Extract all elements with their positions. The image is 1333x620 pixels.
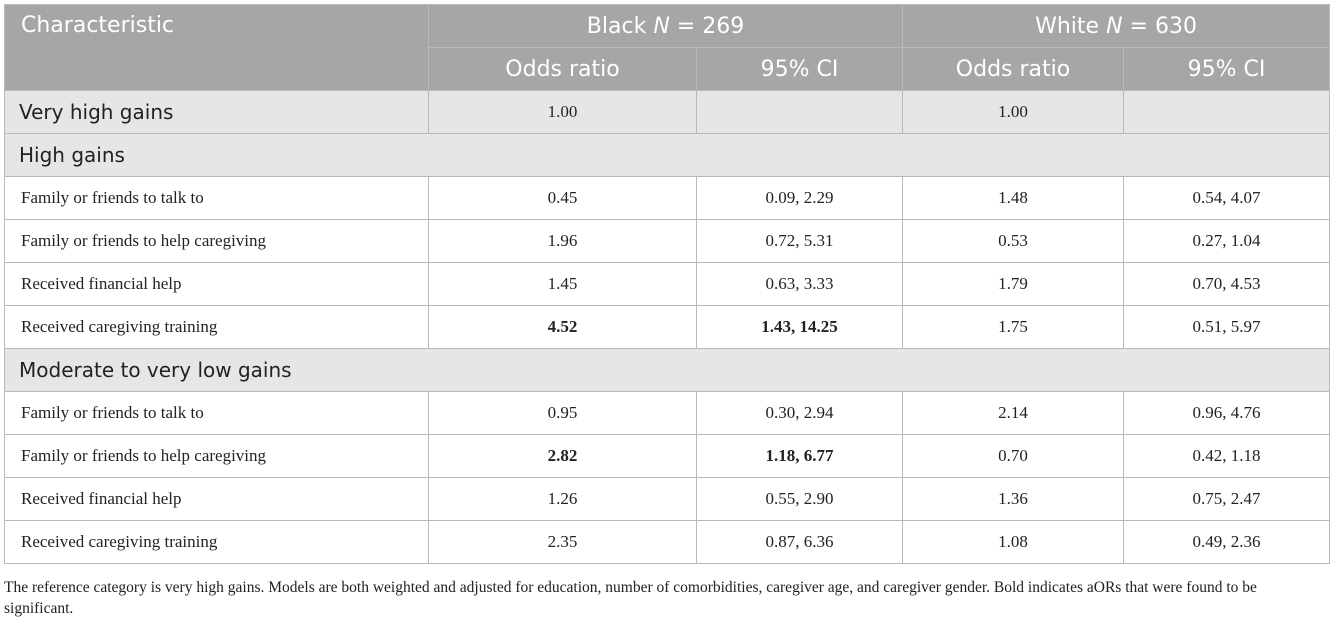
white-or-cell: 1.48 [902, 176, 1125, 220]
white-n-value: = 630 [1129, 13, 1197, 39]
characteristic-header: Characteristic [4, 4, 429, 91]
table-row: Received financial help 1.45 0.63, 3.33 … [4, 262, 1331, 306]
table-row: Family or friends to help caregiving 1.9… [4, 219, 1331, 263]
black-or-cell: 0.45 [428, 176, 697, 220]
black-ci-cell: 0.55, 2.90 [695, 477, 904, 521]
white-or-cell: 1.36 [902, 477, 1125, 521]
white-or-cell: 1.08 [902, 520, 1125, 564]
black-ci-cell: 0.09, 2.29 [695, 176, 904, 220]
white-or-cell: 1.79 [902, 262, 1125, 306]
table-body: Very high gains 1.00 1.00 High gains Fam… [3, 90, 1331, 564]
reference-white-ci [1123, 90, 1331, 134]
white-or-cell: 1.75 [902, 305, 1125, 349]
white-group-name: White [1035, 13, 1100, 39]
black-or-cell: 1.45 [428, 262, 697, 306]
reference-row: Very high gains 1.00 1.00 [4, 90, 1331, 134]
white-ci-cell: 0.51, 5.97 [1123, 305, 1331, 349]
section-header-moderate-gains: Moderate to very low gains [3, 348, 1331, 392]
odds-ratio-table: Characteristic Black N = 269 White N = 6… [3, 4, 1331, 564]
white-or-cell: 0.70 [902, 434, 1125, 478]
black-or-cell: 2.35 [428, 520, 697, 564]
row-label: Family or friends to help caregiving [4, 434, 429, 478]
reference-white-or: 1.00 [902, 90, 1125, 134]
table-row: Received caregiving training 4.52 1.43, … [4, 305, 1331, 349]
white-ci-cell: 0.49, 2.36 [1123, 520, 1331, 564]
black-group-name: Black [586, 13, 647, 39]
table-row: Received caregiving training 2.35 0.87, … [4, 520, 1331, 564]
reference-black-or: 1.00 [428, 90, 697, 134]
table-row: Received financial help 1.26 0.55, 2.90 … [4, 477, 1331, 521]
white-or-cell: 2.14 [902, 391, 1125, 435]
row-label: Received financial help [4, 262, 429, 306]
table-row: Family or friends to talk to 0.95 0.30, … [4, 391, 1331, 435]
reference-label: Very high gains [4, 90, 429, 134]
white-or-cell: 0.53 [902, 219, 1125, 263]
section-header-high-gains: High gains [3, 133, 1331, 177]
white-ci-cell: 0.54, 4.07 [1123, 176, 1331, 220]
black-group-header: Black N = 269 [427, 4, 904, 48]
black-or-cell-significant: 4.52 [428, 305, 697, 349]
black-ci-cell-significant: 1.43, 14.25 [695, 305, 904, 349]
table-row: Family or friends to help caregiving 2.8… [4, 434, 1331, 478]
white-group-header: White N = 630 [902, 4, 1331, 48]
results-table-container: Characteristic Black N = 269 White N = 6… [3, 4, 1331, 564]
white-ci-cell: 0.75, 2.47 [1123, 477, 1331, 521]
row-label: Received financial help [4, 477, 429, 521]
black-or-cell: 1.26 [428, 477, 697, 521]
row-label: Family or friends to talk to [4, 176, 429, 220]
row-label: Family or friends to talk to [4, 391, 429, 435]
white-ci-header: 95% CI [1123, 47, 1331, 91]
black-ci-cell: 0.63, 3.33 [695, 262, 904, 306]
white-n-label: N [1106, 13, 1123, 39]
black-ci-cell: 0.87, 6.36 [695, 520, 904, 564]
white-ci-cell: 0.70, 4.53 [1123, 262, 1331, 306]
row-label: Family or friends to help caregiving [4, 219, 429, 263]
section-title: Moderate to very low gains [3, 348, 1331, 392]
row-label: Received caregiving training [4, 305, 429, 349]
black-n-value: = 269 [676, 13, 745, 39]
table-footnote: The reference category is very high gain… [4, 579, 1257, 617]
white-ci-cell: 0.27, 1.04 [1123, 219, 1331, 263]
table-header: Characteristic Black N = 269 White N = 6… [4, 4, 1331, 91]
white-ci-cell: 0.42, 1.18 [1123, 434, 1331, 478]
black-ci-header: 95% CI [695, 47, 904, 91]
white-odds-ratio-header: Odds ratio [902, 47, 1125, 91]
black-ci-cell: 0.30, 2.94 [695, 391, 904, 435]
black-ci-cell: 0.72, 5.31 [695, 219, 904, 263]
section-title: High gains [3, 133, 1331, 177]
black-odds-ratio-header: Odds ratio [428, 47, 697, 91]
black-or-cell: 0.95 [428, 391, 697, 435]
reference-black-ci [695, 90, 904, 134]
row-label: Received caregiving training [4, 520, 429, 564]
black-ci-cell-significant: 1.18, 6.77 [695, 434, 904, 478]
table-row: Family or friends to talk to 0.45 0.09, … [4, 176, 1331, 220]
black-n-label: N [653, 13, 670, 39]
white-ci-cell: 0.96, 4.76 [1123, 391, 1331, 435]
black-or-cell: 1.96 [428, 219, 697, 263]
black-or-cell-significant: 2.82 [428, 434, 697, 478]
